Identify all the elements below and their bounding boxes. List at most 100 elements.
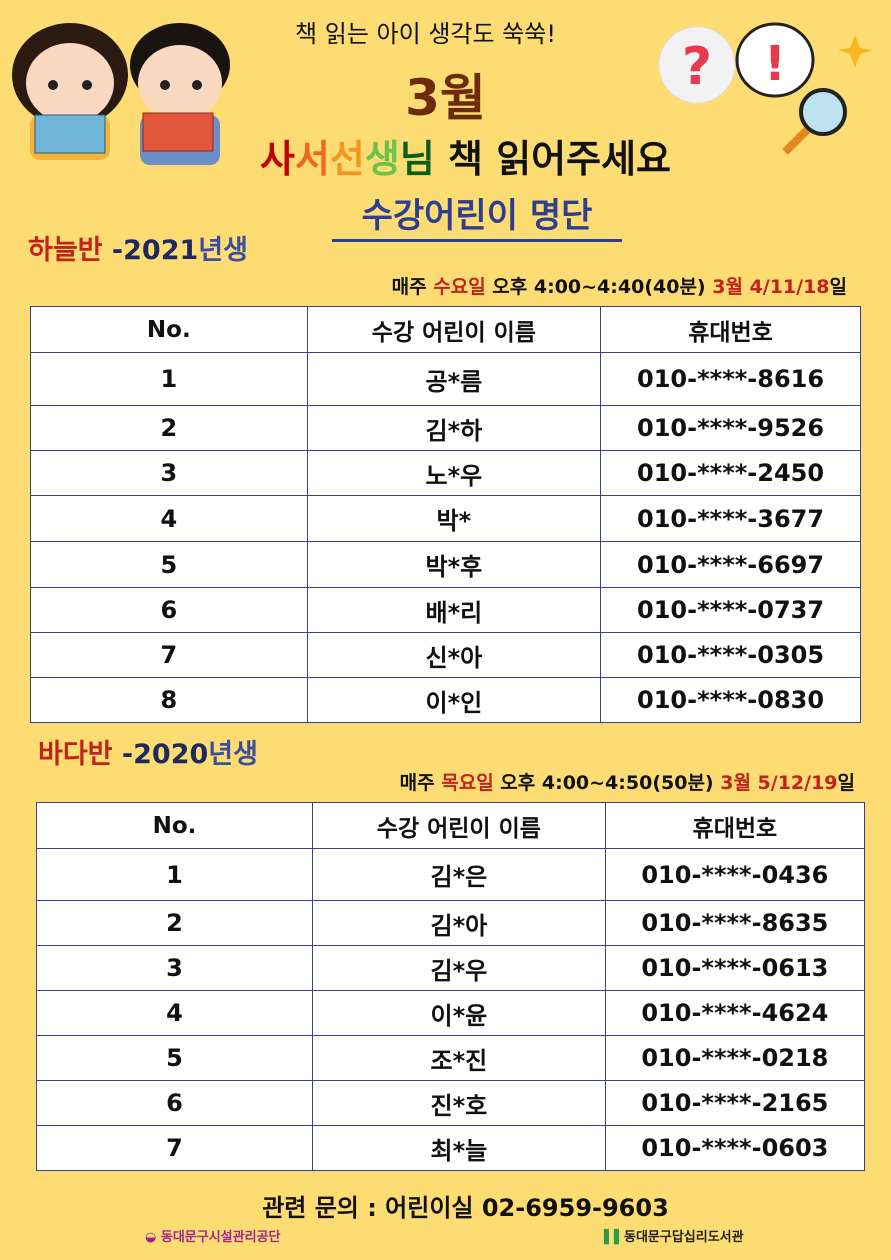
table-row: 6 진*호 010-****-2165	[36, 1080, 866, 1126]
child-name: 김*아	[312, 900, 606, 946]
title-char: 서	[294, 137, 330, 181]
column-header: 수강 어린이 이름	[306, 306, 602, 353]
table-row: 6 배*리 010-****-0737	[30, 587, 861, 633]
phone-number: 010-****-3677	[600, 495, 861, 542]
child-name: 진*호	[312, 1080, 606, 1126]
child-name: 이*윤	[312, 990, 606, 1036]
row-number: 3	[30, 450, 308, 496]
table-row: 8 이*인 010-****-0830	[30, 677, 861, 723]
class1-heading: 하늘반 -2021년생	[28, 228, 248, 267]
class-year-suffix: 년생	[208, 739, 258, 770]
phone-number: 010-****-0737	[600, 587, 861, 633]
column-header: 휴대번호	[604, 802, 866, 849]
table-row: 1 김*은 010-****-0436	[36, 848, 866, 901]
table-row: 7 신*아 010-****-0305	[30, 632, 861, 678]
children-reading-illustration	[12, 23, 230, 165]
child-name: 배*리	[306, 587, 602, 633]
phone-number: 010-****-8616	[600, 352, 861, 406]
class-name: 바다반	[38, 739, 113, 770]
child-name: 김*하	[306, 405, 602, 451]
library-logo-icon: ▌▌	[604, 1230, 624, 1245]
phone-number: 010-****-0218	[604, 1035, 866, 1081]
table-row: 2 김*아 010-****-8635	[36, 900, 866, 946]
row-number: 6	[30, 587, 308, 633]
child-name: 김*은	[312, 848, 606, 901]
exclamation-icon	[735, 22, 815, 98]
slogan: 책 읽는 아이 생각도 쑥쑥!	[295, 20, 556, 48]
row-number: 2	[30, 405, 308, 451]
girl-reading-icon	[12, 23, 128, 160]
table-row: 5 조*진 010-****-0218	[36, 1035, 866, 1081]
class-name: 하늘반	[28, 235, 103, 266]
table-row: 4 박* 010-****-3677	[30, 495, 861, 542]
svg-text:?: ?	[682, 37, 712, 97]
table-row: 4 이*윤 010-****-4624	[36, 990, 866, 1036]
phone-number: 010-****-9526	[600, 405, 861, 451]
phone-number: 010-****-0436	[604, 848, 866, 901]
sched-dates: 3월 5/12/19	[720, 772, 838, 794]
row-number: 7	[30, 632, 308, 678]
sched-time: 오후 4:00~4:40(40분)	[485, 276, 713, 298]
row-number: 7	[36, 1125, 313, 1171]
question-mark-icon	[658, 26, 736, 104]
class1-table: No. 수강 어린이 이름 휴대번호 1 공*름 010-****-8616 2 김*하 010…	[30, 306, 861, 723]
title-rest: 책 읽어주세요	[448, 137, 672, 181]
library-logo-text: 동대문구답십리도서관	[624, 1230, 744, 1245]
class-year-suffix: 년생	[198, 235, 248, 266]
title-colored-text: 사서선생님	[260, 137, 435, 181]
phone-number: 010-****-0613	[604, 945, 866, 991]
column-header: 휴대번호	[600, 306, 861, 353]
month-title: 3월	[405, 69, 486, 127]
class-year: -2021	[102, 235, 199, 266]
facility-logo-icon: ◒	[145, 1230, 161, 1245]
class-year: -2020	[112, 739, 209, 770]
title-char: 생	[364, 137, 400, 181]
column-header: No.	[36, 802, 313, 849]
row-number: 4	[30, 495, 308, 542]
child-name: 노*우	[306, 450, 602, 496]
row-number: 1	[36, 848, 313, 901]
phone-number: 010-****-0830	[600, 677, 861, 723]
sched-day: 목요일	[441, 772, 494, 794]
sched-suffix: 일	[829, 276, 847, 298]
facility-logo: ◒ 동대문구시설관리공단	[145, 1226, 280, 1245]
row-number: 8	[30, 677, 308, 723]
facility-logo-text: 동대문구시설관리공단	[160, 1230, 281, 1245]
page-title: 사서선생님 책 읽어주세요	[0, 128, 891, 183]
table-row: 3 노*우 010-****-2450	[30, 450, 861, 496]
row-number: 4	[36, 990, 313, 1036]
title-char: 님	[399, 137, 435, 181]
column-header: No.	[30, 306, 308, 353]
phone-number: 010-****-2450	[600, 450, 861, 496]
phone-number: 010-****-6697	[600, 541, 861, 588]
phone-number: 010-****-2165	[604, 1080, 866, 1126]
title-char: 선	[329, 137, 365, 181]
child-name: 김*우	[312, 945, 606, 991]
page-subtitle: 수강어린이 명단	[332, 188, 622, 242]
table-header-row: No. 수강 어린이 이름 휴대번호	[36, 802, 866, 849]
row-number: 3	[36, 945, 313, 991]
table-row: 3 김*우 010-****-0613	[36, 945, 866, 991]
sched-suffix: 일	[837, 772, 855, 794]
row-number: 2	[36, 900, 313, 946]
child-name: 조*진	[312, 1035, 606, 1081]
child-name: 공*름	[306, 352, 602, 406]
sched-pre: 매주	[399, 772, 442, 794]
boy-reading-icon	[130, 23, 230, 165]
class1-schedule: 매주 수요일 오후 4:00~4:40(40분) 3월 4/11/18일	[392, 272, 847, 299]
title-char: 사	[259, 137, 295, 181]
child-name: 박*	[306, 495, 602, 542]
library-logo: ▌▌동대문구답십리도서관	[604, 1226, 744, 1245]
table-header-row: No. 수강 어린이 이름 휴대번호	[30, 306, 861, 353]
row-number: 1	[30, 352, 308, 406]
class2-table: No. 수강 어린이 이름 휴대번호 1 김*은 010-****-0436 2 김*아 010…	[36, 802, 866, 1171]
question-bubbles-illustration: ? !	[658, 22, 873, 155]
table-row: 5 박*후 010-****-6697	[30, 541, 861, 588]
sched-dates: 3월 4/11/18	[712, 276, 830, 298]
sched-day: 수요일	[433, 276, 486, 298]
sched-pre: 매주	[391, 276, 434, 298]
row-number: 6	[36, 1080, 313, 1126]
magnifier-icon	[799, 88, 847, 136]
child-name: 박*후	[306, 541, 602, 588]
child-name: 신*아	[306, 632, 602, 678]
